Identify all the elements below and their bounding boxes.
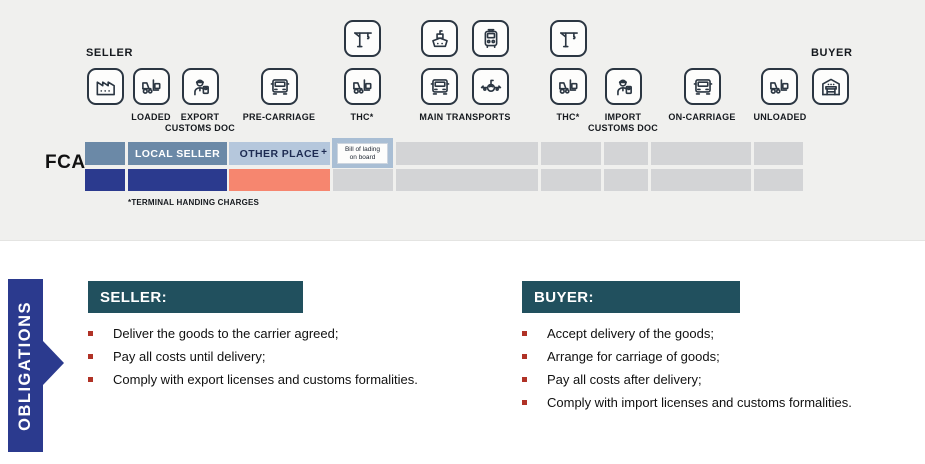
bullet-icon bbox=[522, 377, 527, 382]
list-item: Comply with export licenses and customs … bbox=[88, 370, 488, 393]
stage-label-on-carriage: ON-CARRIAGE bbox=[668, 112, 736, 122]
stage-label-export-customs: EXPORT CUSTOMS DOC bbox=[140, 112, 260, 134]
bullet-icon bbox=[522, 354, 527, 359]
stage-label-thc-left: THC* bbox=[350, 112, 374, 122]
bar-segment bbox=[396, 142, 538, 165]
forklift-icon bbox=[344, 68, 381, 105]
arrow-right-icon bbox=[43, 341, 64, 385]
bar-label: OTHER PLACE bbox=[239, 147, 320, 160]
list-item: Pay all costs after delivery; bbox=[522, 370, 922, 393]
obligations-banner-label: OBLIGATIONS bbox=[16, 300, 34, 431]
stage-label-loaded: LOADED bbox=[131, 112, 171, 122]
bullet-icon bbox=[522, 331, 527, 336]
bar-label: LOCAL SELLER bbox=[134, 147, 221, 160]
bar-seller-start bbox=[85, 142, 125, 165]
truck-icon bbox=[684, 68, 721, 105]
bullet-text: Pay all costs after delivery; bbox=[547, 372, 702, 387]
bar-other-place: OTHER PLACE + bbox=[229, 142, 330, 165]
list-item: Accept delivery of the goods; bbox=[522, 324, 922, 347]
bullet-text: Comply with import licenses and customs … bbox=[547, 395, 852, 410]
list-item: Comply with import licenses and customs … bbox=[522, 393, 922, 416]
stage-label-main-transports: MAIN TRANSPORTS bbox=[419, 112, 511, 122]
stage-label-import-customs: IMPORT CUSTOMS DOC bbox=[563, 112, 683, 134]
bar-segment bbox=[651, 169, 751, 191]
list-item: Arrange for carriage of goods; bbox=[522, 347, 922, 370]
note-line: on board bbox=[349, 153, 376, 161]
bar-cost-other-place bbox=[229, 169, 330, 191]
seller-obligations-title: SELLER: bbox=[100, 288, 167, 306]
bill-of-lading-note: Bill of lading on board bbox=[337, 142, 388, 164]
bar-segment bbox=[541, 169, 601, 191]
bill-of-lading-panel: Bill of lading on board bbox=[332, 138, 393, 168]
seller-obligations-header: SELLER: bbox=[88, 281, 303, 313]
thc-footnote: *TERMINAL HANDING CHARGES bbox=[128, 198, 260, 207]
bullet-text: Comply with export licenses and customs … bbox=[113, 372, 418, 387]
customs-officer-icon bbox=[605, 68, 642, 105]
stage-label-thc-right: THC* bbox=[556, 112, 580, 122]
bar-segment bbox=[651, 142, 751, 165]
bullet-icon bbox=[522, 400, 527, 405]
buyer-party-label: BUYER bbox=[811, 47, 853, 59]
list-item: Pay all costs until delivery; bbox=[88, 347, 488, 370]
bar-cost-local-seller bbox=[128, 169, 227, 191]
label-line: CUSTOMS DOC bbox=[164, 123, 236, 133]
obligations-banner: OBLIGATIONS bbox=[8, 279, 43, 452]
plane-icon bbox=[472, 68, 509, 105]
label-line: IMPORT bbox=[604, 112, 642, 122]
stage-label-pre-carriage: PRE-CARRIAGE bbox=[242, 112, 316, 122]
seller-obligations-list: Deliver the goods to the carrier agreed;… bbox=[88, 324, 488, 393]
stage-label-unloaded: UNLOADED bbox=[753, 112, 807, 122]
note-line: Bill of lading bbox=[344, 145, 381, 153]
bar-segment bbox=[754, 169, 803, 191]
crane-icon bbox=[550, 20, 587, 57]
bullet-icon bbox=[88, 354, 93, 359]
bullet-text: Accept delivery of the goods; bbox=[547, 326, 714, 341]
plus-sign: + bbox=[321, 147, 327, 158]
forklift-icon bbox=[761, 68, 798, 105]
bar-segment bbox=[604, 142, 648, 165]
label-line: CUSTOMS DOC bbox=[587, 123, 659, 133]
ship-icon bbox=[421, 20, 458, 57]
bar-segment bbox=[396, 169, 538, 191]
bar-segment bbox=[333, 169, 393, 191]
bar-segment bbox=[541, 142, 601, 165]
bar-cost-seller-start bbox=[85, 169, 125, 191]
truck-icon bbox=[421, 68, 458, 105]
buyer-obligations-list: Accept delivery of the goods; Arrange fo… bbox=[522, 324, 922, 416]
customs-officer-icon bbox=[182, 68, 219, 105]
train-icon bbox=[472, 20, 509, 57]
factory-icon bbox=[87, 68, 124, 105]
bullet-text: Pay all costs until delivery; bbox=[113, 349, 266, 364]
bar-segment bbox=[754, 142, 803, 165]
crane-icon bbox=[344, 20, 381, 57]
bullet-icon bbox=[88, 331, 93, 336]
incoterm-code: FCA bbox=[45, 152, 86, 173]
bullet-icon bbox=[88, 377, 93, 382]
seller-party-label: SELLER bbox=[86, 47, 133, 59]
warehouse-icon bbox=[812, 68, 849, 105]
buyer-obligations-header: BUYER: bbox=[522, 281, 740, 313]
truck-icon bbox=[261, 68, 298, 105]
bullet-text: Deliver the goods to the carrier agreed; bbox=[113, 326, 339, 341]
forklift-icon bbox=[133, 68, 170, 105]
forklift-icon bbox=[550, 68, 587, 105]
list-item: Deliver the goods to the carrier agreed; bbox=[88, 324, 488, 347]
label-line: EXPORT bbox=[180, 112, 220, 122]
diagram-band bbox=[0, 0, 925, 241]
bullet-text: Arrange for carriage of goods; bbox=[547, 349, 720, 364]
bar-local-seller: LOCAL SELLER bbox=[128, 142, 227, 165]
bar-segment bbox=[604, 169, 648, 191]
buyer-obligations-title: BUYER: bbox=[534, 288, 594, 306]
